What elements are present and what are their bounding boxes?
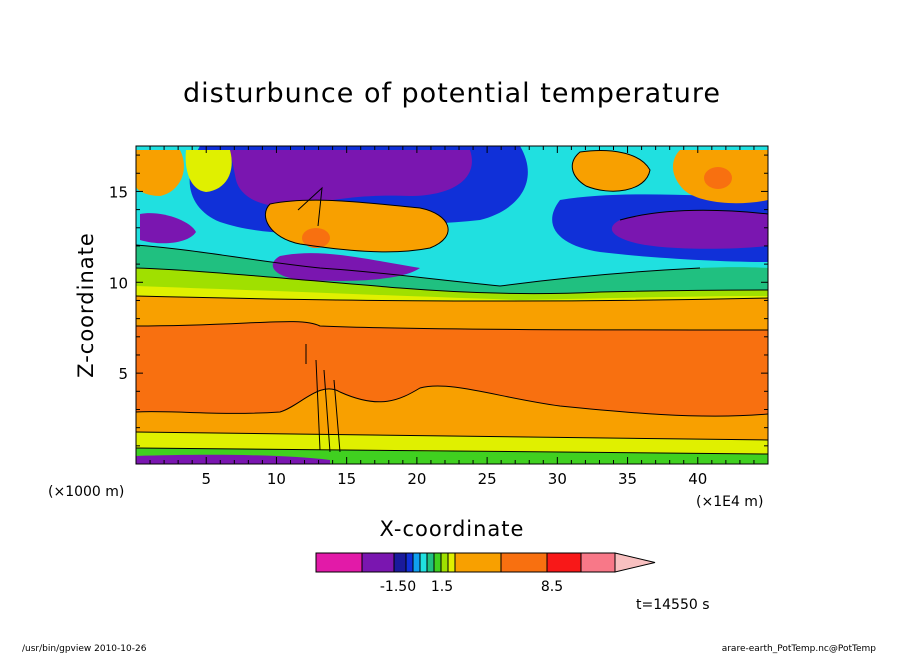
colorbar-swatch (440, 552, 449, 573)
colorbar-swatch (433, 552, 442, 573)
colorbar-swatch (405, 552, 414, 573)
chart-title: disturbunce of potential temperature (183, 78, 721, 109)
x-tick-label: 35 (618, 470, 637, 488)
yellow-blob-left (185, 150, 232, 192)
red-blob-far-right (704, 167, 732, 189)
red-blob-central (302, 228, 330, 248)
colorbar-swatch (426, 552, 435, 573)
colorbar-arrow (614, 552, 656, 573)
x-unit-label: (×1E4 m) (696, 494, 763, 510)
y-axis-title: Z-coordinate (74, 232, 98, 378)
colorbar-swatch (315, 552, 363, 573)
band-bottom-purple (136, 454, 330, 464)
x-tick-label: 20 (407, 470, 426, 488)
x-tick-label: 15 (337, 470, 356, 488)
footer-right: arare-earth_PotTemp.nc@PotTemp (722, 644, 877, 654)
footer-left: /usr/bin/gpview 2010-10-26 (22, 644, 147, 654)
orange-blob-right (572, 150, 650, 192)
x-axis: 5 10 15 20 25 30 35 40 (149, 146, 755, 488)
colorbar-label: -1.50 (380, 579, 416, 595)
colorbar-swatch (393, 552, 407, 573)
colorbar: -1.50 1.5 8.5 (315, 552, 656, 595)
purple-region-1 (230, 150, 472, 207)
x-tick-label: 5 (201, 470, 211, 488)
colorbar-swatch (454, 552, 502, 573)
band-red-orange-core (136, 321, 768, 417)
colorbar-swatch (500, 552, 548, 573)
field-plot (136, 146, 768, 464)
x-tick-label: 25 (478, 470, 497, 488)
colorbar-swatch (419, 552, 428, 573)
contour-lines (136, 150, 768, 455)
x-tick-label: 10 (267, 470, 286, 488)
plot-frame (135, 145, 769, 465)
colorbar-label: 8.5 (541, 579, 563, 595)
x-tick-label: 40 (688, 470, 707, 488)
colorbar-swatch (580, 552, 616, 573)
y-tick-label: 10 (109, 274, 128, 292)
x-tick-label: 30 (548, 470, 567, 488)
y-tick-label: 15 (109, 183, 128, 201)
time-label: t=14550 s (636, 597, 710, 613)
colorbar-swatch (447, 552, 456, 573)
x-axis-title: X-coordinate (380, 517, 525, 541)
y-tick-label: 5 (118, 365, 128, 383)
purple-region-2 (611, 210, 768, 249)
y-axis: 5 10 15 (109, 154, 768, 447)
colorbar-label: 1.5 (431, 579, 453, 595)
colorbar-swatch (361, 552, 395, 573)
purple-region-4 (140, 213, 196, 244)
y-unit-label: (×1000 m) (48, 484, 124, 500)
colorbar-swatch (546, 552, 582, 573)
colorbar-swatch (412, 552, 421, 573)
orange-blob-left (136, 150, 184, 196)
